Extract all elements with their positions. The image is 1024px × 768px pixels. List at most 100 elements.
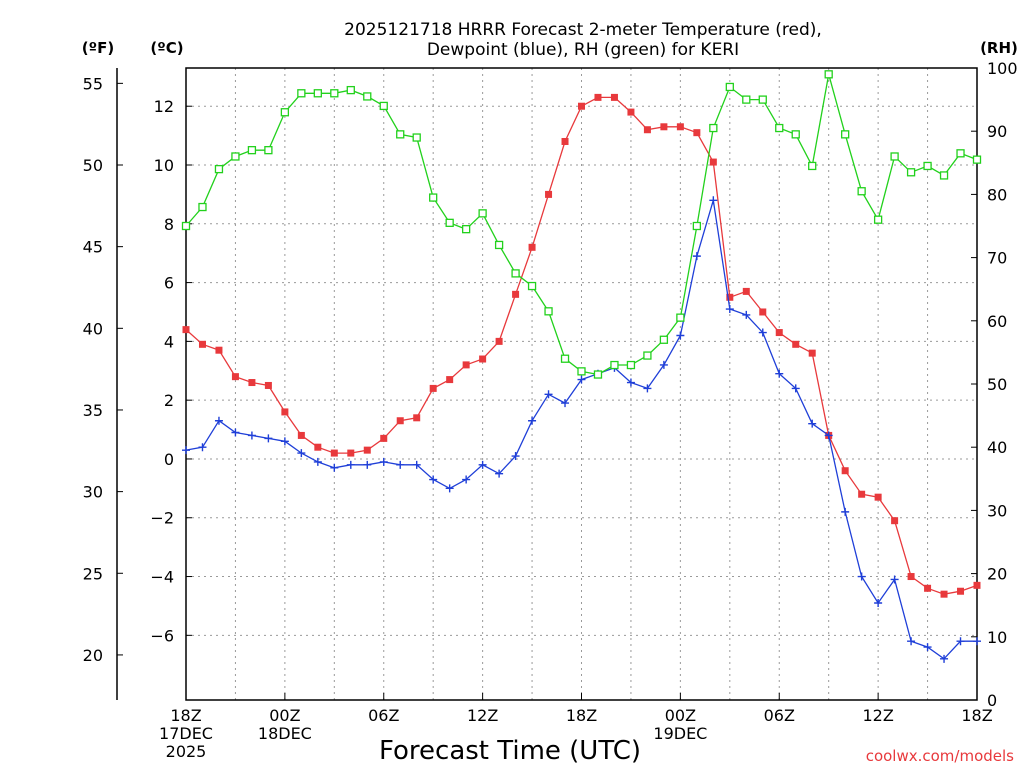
- temperature-point: [363, 446, 371, 454]
- dewpoint-point: [511, 452, 520, 461]
- fahrenheit-tick-label: 25: [83, 564, 103, 583]
- dewpoint-point: [363, 460, 372, 469]
- temperature-point: [528, 243, 536, 251]
- fahrenheit-tick-label: 35: [83, 401, 103, 420]
- temperature-point: [182, 326, 190, 334]
- dewpoint-point: [692, 252, 701, 261]
- dewpoint-point: [396, 460, 405, 469]
- dewpoint-point: [758, 328, 767, 337]
- x-tick-label: 19DEC: [653, 724, 707, 743]
- temperature-point: [215, 346, 223, 354]
- rh-point: [214, 164, 224, 174]
- dewpoint-point: [313, 457, 322, 466]
- watermark-link[interactable]: coolwx.com/models: [866, 747, 1014, 765]
- dewpoint-point: [462, 475, 471, 484]
- temperature-point: [561, 137, 569, 145]
- dewpoint-point: [297, 449, 306, 458]
- rh-point: [939, 171, 949, 180]
- temperature-point: [347, 449, 355, 457]
- rh-point: [824, 70, 833, 79]
- temperature-point: [940, 590, 948, 598]
- rh-tick-label: 70: [987, 249, 1007, 268]
- rh-point: [412, 133, 421, 142]
- fahrenheit-tick-label: 20: [83, 646, 103, 665]
- dewpoint-point: [643, 384, 652, 393]
- temperature-point: [924, 584, 932, 592]
- temperature-point: [792, 340, 800, 348]
- rh-point: [198, 202, 207, 212]
- fahrenheit-tick-label: 45: [83, 238, 103, 257]
- temperature-point: [380, 434, 388, 442]
- celsius-tick-label: −2: [150, 509, 174, 528]
- dewpoint-point: [478, 460, 487, 469]
- dewpoint-point: [857, 572, 866, 581]
- x-tick-label: 06Z: [764, 706, 795, 725]
- rh-point: [857, 187, 866, 196]
- rh-point: [231, 152, 240, 161]
- rh-point: [577, 367, 586, 376]
- temperature-point: [874, 493, 882, 501]
- rh-point: [511, 269, 520, 278]
- rh-point: [808, 161, 817, 171]
- temperature-point: [231, 373, 239, 381]
- rh-point: [560, 354, 570, 363]
- rh-tick-label: 0: [987, 691, 997, 710]
- chart-title-line1: 2025121718 HRRR Forecast 2-meter Tempera…: [344, 20, 822, 40]
- rh-point: [280, 108, 290, 117]
- dewpoint-point: [429, 475, 438, 484]
- rh-point: [775, 123, 784, 133]
- rh-point: [659, 335, 669, 344]
- x-tick-label: 18DEC: [258, 724, 312, 743]
- temperature-point: [479, 355, 487, 363]
- temperature-point: [808, 349, 816, 357]
- temperature-point: [858, 490, 866, 498]
- dewpoint-point: [659, 360, 668, 369]
- dewpoint-point: [330, 463, 339, 472]
- rh-point: [593, 370, 603, 379]
- dewpoint-point: [346, 460, 355, 469]
- rh-point: [396, 130, 405, 139]
- rh-point: [478, 209, 487, 218]
- temperature-point: [660, 123, 668, 131]
- rh-point: [494, 240, 504, 250]
- rh-point: [297, 89, 306, 98]
- rh-point: [725, 82, 734, 92]
- dewpoint-point: [264, 434, 273, 443]
- celsius-tick-label: 12: [154, 97, 174, 116]
- x-tick-label: 18Z: [961, 706, 992, 725]
- dewpoint-point: [231, 428, 240, 437]
- fahrenheit-tick-label: 55: [83, 74, 103, 93]
- rh-point: [346, 85, 355, 95]
- rh-point: [972, 155, 982, 164]
- rh-tick-label: 60: [987, 312, 1007, 331]
- temperature-point: [578, 102, 585, 110]
- grid-lines: [186, 68, 977, 700]
- x-tick-label: 18Z: [566, 706, 597, 725]
- dewpoint-point: [973, 637, 981, 646]
- celsius-tick-label: 0: [164, 450, 174, 469]
- series-dewpoint: [182, 196, 981, 663]
- rh-point: [363, 92, 372, 101]
- rh-point: [709, 123, 718, 133]
- dewpoint-point: [791, 384, 800, 393]
- temperature-point: [413, 414, 421, 422]
- rh-tick-label: 80: [987, 185, 1007, 204]
- rh-point: [379, 101, 388, 111]
- temperature-point: [495, 337, 503, 345]
- rh-point: [742, 95, 751, 104]
- rh-point: [791, 130, 800, 139]
- rh-tick-label: 50: [987, 375, 1007, 394]
- rh-point: [890, 152, 899, 161]
- temperature-point: [907, 573, 915, 581]
- celsius-tick-label: 8: [164, 215, 174, 234]
- rh-point: [461, 225, 471, 234]
- temperature-point: [693, 129, 701, 137]
- dewpoint-point: [808, 419, 817, 428]
- temperature-point: [957, 587, 965, 595]
- dewpoint-point: [824, 431, 833, 440]
- rh-point: [429, 193, 438, 202]
- rh-point: [330, 89, 339, 98]
- dewpoint-point: [725, 305, 734, 314]
- temperature-point: [643, 126, 651, 134]
- axes: [116, 67, 978, 701]
